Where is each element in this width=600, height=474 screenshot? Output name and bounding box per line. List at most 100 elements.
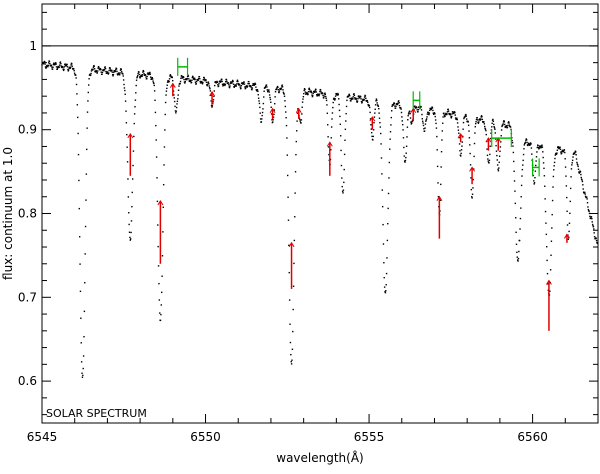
spectrum-point	[294, 216, 296, 218]
spectrum-point	[375, 98, 378, 100]
spectrum-point	[462, 121, 465, 124]
spectrum-point	[315, 91, 318, 93]
spectrum-point	[338, 103, 340, 106]
spectrum-point	[533, 180, 535, 182]
spectrum-point	[159, 319, 162, 322]
spectrum-point	[257, 94, 259, 96]
spectrum-point	[350, 100, 352, 102]
line-marker-arrow	[288, 241, 295, 248]
spectrum-point	[445, 113, 447, 115]
spectrum-point	[191, 76, 194, 79]
spectrum-point	[256, 89, 259, 91]
line-marker-arrow	[436, 195, 443, 202]
spectrum-point	[272, 119, 274, 121]
spectrum-point	[509, 126, 512, 128]
spectrum-point	[588, 210, 590, 213]
spectrum-point	[145, 76, 147, 78]
x-tick-label: 6560	[517, 430, 548, 444]
spectrum-point	[251, 87, 254, 89]
spectrum-point	[315, 88, 317, 91]
spectrum-point	[483, 121, 485, 123]
spectrum-point	[324, 93, 327, 96]
spectrum-point	[416, 106, 418, 109]
spectrum-point	[485, 129, 487, 132]
spectrum-point	[150, 76, 152, 78]
spectrum-point	[349, 97, 351, 100]
spectrum-point	[289, 341, 292, 344]
spectrum-point	[519, 228, 521, 230]
spectrum-point	[387, 222, 389, 225]
spectrum-point	[555, 153, 558, 155]
spectrum-point	[336, 93, 339, 95]
spectrum-point	[160, 304, 163, 306]
spectrum-point	[358, 95, 360, 97]
spectrum-point	[523, 144, 526, 146]
spectrum-point	[173, 97, 175, 99]
spectrum-point	[213, 95, 215, 97]
spectrum-point	[378, 112, 380, 114]
spectrum-point	[587, 208, 590, 211]
spectrum-point	[458, 136, 460, 139]
spectrum-point	[556, 152, 558, 154]
spectrum-point	[87, 91, 90, 94]
spectrum-point	[579, 170, 581, 172]
spectrum-point	[75, 77, 77, 79]
spectrum-point	[339, 123, 341, 125]
spectrum-point	[405, 152, 407, 154]
spectrum-point	[549, 269, 552, 271]
spectrum-point	[414, 105, 416, 107]
spectrum-point	[581, 180, 584, 183]
spectrum-point	[398, 100, 400, 102]
spectrum-point	[343, 181, 345, 184]
spectrum-point	[111, 73, 114, 76]
spectrum-point	[394, 107, 397, 109]
spectrum-point	[237, 80, 239, 83]
spectrum-point	[126, 133, 128, 136]
spectrum-point	[404, 161, 406, 163]
spectrum-point	[476, 117, 478, 119]
spectrum-point	[188, 80, 191, 83]
spectrum-point	[190, 80, 192, 83]
spectrum-point	[296, 130, 298, 132]
spectrum-point	[446, 111, 449, 113]
spectrum-point	[321, 92, 324, 95]
spectrum-point	[49, 62, 51, 65]
spectrum-point	[372, 139, 374, 141]
spectrum-point	[167, 80, 170, 82]
spectrum-point	[186, 78, 188, 81]
spectrum-point	[311, 95, 314, 98]
spectrum-point	[534, 170, 537, 172]
spectrum-point	[351, 97, 353, 99]
spectrum-point	[346, 99, 348, 102]
spectrum-point	[139, 77, 141, 79]
spectrum-point	[474, 132, 476, 134]
spectrum-point	[296, 120, 298, 122]
spectrum-point	[137, 72, 139, 75]
spectrum-point	[494, 128, 496, 130]
spectrum-point	[310, 90, 312, 92]
spectrum-point	[595, 239, 598, 242]
spectrum-point	[390, 124, 392, 126]
spectrum-point	[343, 168, 345, 171]
spectrum-point	[56, 67, 59, 69]
spectrum-point	[535, 156, 538, 158]
spectrum-point	[342, 192, 344, 194]
spectrum-point	[517, 260, 519, 262]
spectrum-point	[94, 70, 96, 72]
spectrum-point	[146, 75, 148, 78]
spectrum-point	[238, 83, 241, 85]
spectrum-point	[46, 64, 48, 67]
spectrum-point	[527, 144, 529, 147]
spectrum-point	[444, 115, 446, 117]
spectrum-point	[157, 245, 159, 248]
spectrum-point	[328, 153, 330, 156]
spectrum-point	[89, 73, 91, 76]
spectrum-point	[197, 77, 200, 80]
spectrum-point	[511, 139, 513, 142]
spectrum-point	[79, 263, 81, 265]
spectrum-point	[535, 160, 537, 162]
spectrum-point	[541, 144, 543, 146]
spectrum-point	[77, 132, 79, 135]
spectrum-point	[471, 193, 474, 195]
spectrum-point	[164, 129, 166, 131]
